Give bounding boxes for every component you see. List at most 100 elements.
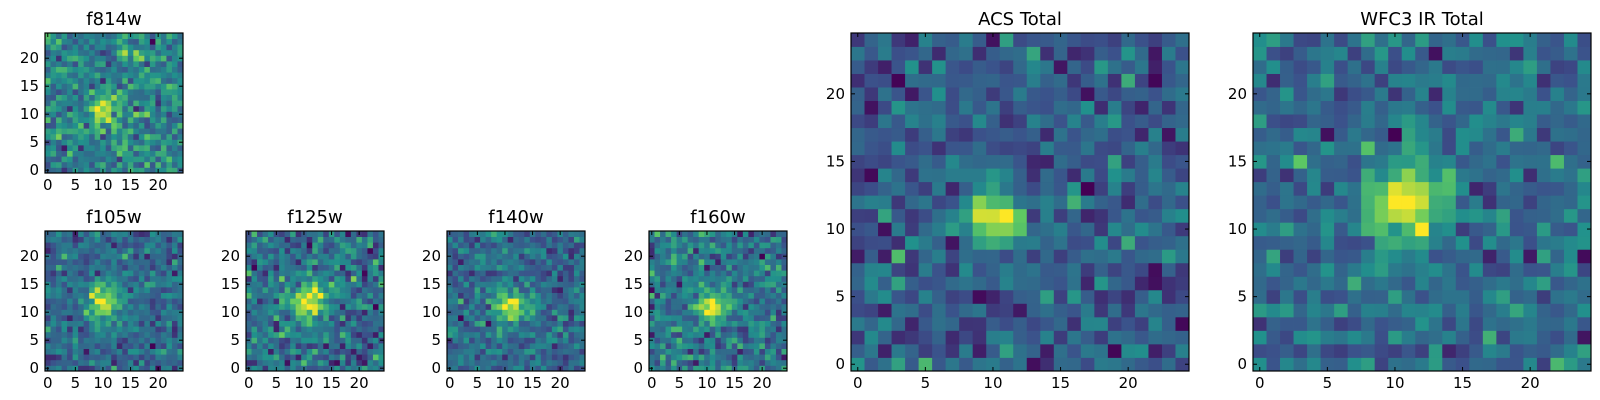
pixel-cell — [726, 242, 733, 249]
y-tick-label: 10 — [221, 303, 240, 321]
pixel-cell — [268, 303, 274, 310]
pixel-cell — [144, 287, 151, 293]
pixel-cell — [246, 348, 252, 355]
pixel-cell — [759, 359, 766, 366]
pixel-cell — [507, 320, 514, 327]
pixel-cell — [759, 343, 766, 349]
pixel-cell — [764, 253, 771, 260]
pixel-cell — [518, 331, 525, 338]
pixel-cell — [557, 320, 564, 327]
pixel-cell — [1523, 60, 1538, 74]
pixel-cell — [562, 231, 569, 237]
pixel-cell — [94, 242, 101, 249]
pixel-cell — [524, 365, 531, 372]
pixel-cell — [665, 259, 672, 265]
pixel-cell — [166, 253, 173, 260]
pixel-cell — [268, 270, 274, 277]
pixel-cell — [452, 287, 459, 293]
pixel-cell — [1577, 222, 1592, 237]
pixel-cell — [945, 114, 960, 129]
pixel-cell — [485, 236, 492, 243]
pixel-cell — [78, 145, 85, 151]
pixel-cell — [61, 348, 68, 355]
pixel-cell — [1361, 195, 1376, 210]
pixel-cell — [660, 326, 666, 333]
pixel-cell — [891, 235, 906, 250]
pixel-cell — [959, 168, 974, 183]
pixel-cell — [262, 242, 269, 249]
pixel-cell — [1428, 262, 1443, 277]
pixel-cell — [177, 44, 184, 51]
pixel-cell — [1175, 154, 1190, 169]
pixel-cell — [372, 292, 379, 299]
pixel-cell — [1107, 46, 1122, 61]
pixel-cell — [83, 253, 90, 260]
pixel-cell — [770, 242, 777, 249]
pixel-cell — [138, 315, 145, 321]
pixel-cell — [1026, 222, 1041, 237]
pixel-cell — [138, 354, 145, 361]
pixel-cell — [660, 281, 666, 288]
pixel-cell — [67, 139, 73, 146]
pixel-cell — [177, 150, 184, 157]
pixel-cell — [72, 275, 79, 282]
pixel-cell — [972, 87, 987, 101]
pixel-cell — [133, 275, 140, 282]
pixel-cell — [687, 292, 694, 299]
pixel-cell — [155, 133, 162, 140]
pixel-cell — [149, 365, 156, 372]
pixel-cell — [328, 343, 335, 349]
pixel-cell — [649, 236, 655, 243]
pixel-cell — [138, 72, 145, 79]
pixel-cell — [372, 365, 379, 372]
pixel-cell — [367, 292, 374, 299]
pixel-cell — [1334, 303, 1349, 318]
pixel-cell — [737, 331, 744, 338]
pixel-cell — [557, 253, 564, 260]
pixel-cell — [496, 236, 503, 243]
pixel-cell — [851, 276, 865, 291]
pixel-cell — [89, 303, 96, 310]
pixel-cell — [301, 259, 308, 265]
pixel-cell — [1026, 87, 1041, 101]
pixel-cell — [83, 259, 90, 265]
pixel-cell — [72, 287, 79, 293]
pixel-cell — [350, 231, 357, 237]
pixel-cell — [111, 156, 118, 163]
pixel-cell — [1401, 33, 1416, 47]
pixel-cell — [932, 154, 947, 169]
pixel-cell — [568, 242, 575, 249]
pixel-cell — [1509, 222, 1524, 237]
pixel-cell — [127, 139, 134, 146]
pixel-cell — [306, 320, 313, 327]
pixel-cell — [573, 275, 580, 282]
pixel-cell — [781, 275, 788, 282]
pixel-cell — [1107, 60, 1122, 74]
pixel-cell — [111, 167, 118, 174]
pixel-cell — [133, 111, 140, 118]
pixel-cell — [485, 354, 492, 361]
pixel-cell — [671, 309, 677, 316]
pixel-cell — [665, 292, 672, 299]
pixel-cell — [350, 275, 357, 282]
pixel-cell — [1053, 235, 1068, 250]
pixel-cell — [748, 270, 755, 277]
pixel-cell — [546, 309, 553, 316]
pixel-cell — [94, 270, 101, 277]
pixel-cell — [56, 247, 62, 254]
pixel-cell — [1401, 330, 1416, 345]
pixel-cell — [742, 259, 749, 265]
pixel-cell — [1067, 127, 1082, 142]
pixel-cell — [1415, 357, 1430, 372]
pixel-cell — [704, 309, 711, 316]
pixel-cell — [524, 259, 531, 265]
pixel-cell — [133, 33, 140, 39]
pixel-cell — [1415, 154, 1430, 169]
pixel-cell — [513, 264, 520, 271]
pixel-cell — [781, 298, 788, 305]
pixel-cell — [111, 89, 118, 95]
pixel-cell — [246, 247, 252, 254]
pixel-cell — [1374, 141, 1389, 156]
pixel-cell — [105, 150, 112, 157]
pixel-cell — [350, 365, 357, 372]
